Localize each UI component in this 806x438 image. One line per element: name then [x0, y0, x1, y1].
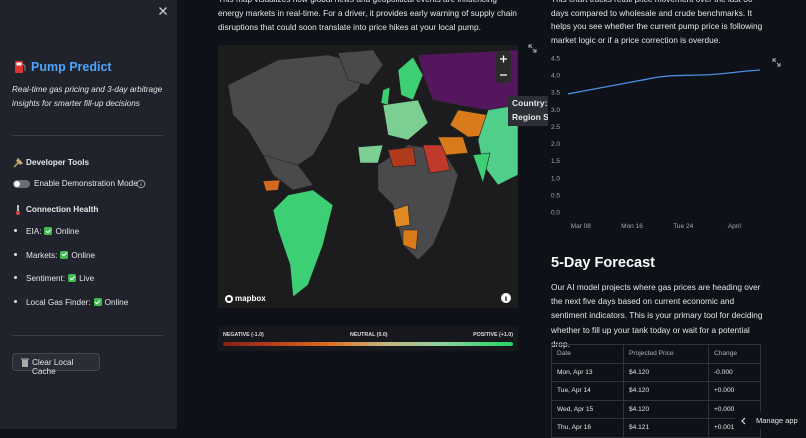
service-status: Online — [55, 227, 80, 236]
divider — [12, 135, 163, 136]
forecast-heading: 5-Day Forecast — [551, 255, 655, 271]
table-cell: Mon, Apr 13 — [551, 362, 624, 382]
service-name: Sentiment: — [26, 274, 66, 284]
toggle[interactable] — [13, 180, 30, 188]
button-label: Clear Local Cache — [32, 358, 74, 376]
table-cell: Tue, Apr 14 — [551, 381, 624, 401]
fuel-icon — [15, 61, 26, 73]
table-row: Mon, Apr 13 $4.120 -0.000 — [551, 362, 762, 382]
y-tick-label: 0.0 — [551, 210, 560, 217]
column-header: Projected Price — [622, 344, 709, 364]
table-cell: $4.120 — [622, 381, 709, 401]
manage-app-button[interactable]: Manage app — [735, 412, 801, 429]
service-name: EIA: — [26, 227, 42, 236]
tagline: Real-time gas pricing and 3-day arbitrag… — [12, 85, 163, 108]
map-description: This map visualizes how global news and … — [218, 0, 517, 32]
forecast-table: Date Projected Price Change Mon, Apr 13 $4.1… — [551, 344, 762, 438]
sidebar: Pump Predict Real-time gas pricing and 3… — [0, 0, 177, 429]
y-tick-label: 1.0 — [551, 175, 560, 182]
tooltip-region: Region Sc — [512, 112, 548, 122]
table-cell: Thu, Apr 16 — [551, 418, 624, 438]
tools-icon — [13, 158, 23, 168]
map-attribution: mapbox — [235, 294, 266, 303]
column-header: Change — [707, 344, 762, 364]
table-row: Thu, Apr 16 $4.121 +0.001 — [551, 418, 762, 438]
bullet — [14, 229, 17, 232]
health-item: EIA: Online — [14, 227, 79, 236]
bullet — [14, 300, 17, 304]
check-icon — [44, 227, 53, 235]
help-icon[interactable] — [136, 179, 146, 189]
map-legend: NEGATIVE (-1.0) NEUTRAL (0.0) POSITIVE (… — [218, 326, 518, 351]
fullscreen-icon[interactable] — [527, 43, 538, 54]
service-name: Markets: — [26, 250, 58, 260]
y-tick-label: 4.0 — [551, 73, 560, 80]
check-icon — [68, 274, 77, 283]
forecast-description: Our AI model projects where gas prices a… — [551, 282, 763, 349]
y-tick-label: 3.0 — [551, 107, 560, 114]
tooltip-country: Country: I — [512, 98, 548, 108]
x-tick-label: Mon 16 — [621, 223, 643, 230]
service-status: Online — [71, 250, 96, 260]
price-line — [567, 69, 761, 95]
table-cell: $4.121 — [622, 418, 709, 438]
line-chart: 0.0 0.5 1.0 1.5 2.0 2.5 3.0 3.5 4.0 4.5 Mar 08 Mon … — [551, 56, 761, 230]
map-canvas — [225, 49, 518, 303]
header-row: Date Projected Price Change — [551, 344, 762, 364]
table-cell: $4.120 — [622, 362, 709, 382]
service-name: Local Gas Finder: — [26, 298, 91, 308]
section-heading: Connection Health — [26, 205, 99, 214]
y-tick-label: 1.5 — [551, 158, 560, 165]
map[interactable]: mapbox — [218, 45, 518, 308]
close-icon[interactable] — [158, 6, 168, 16]
chart-description: This chart tracks retail price movement … — [551, 0, 763, 45]
service-status: Live — [79, 274, 95, 284]
legend-gradient — [223, 342, 513, 346]
bullet — [14, 276, 17, 280]
y-tick-label: 2.0 — [551, 141, 560, 148]
legend-neutral: NEUTRAL (0.0) — [350, 332, 388, 338]
table-cell: -0.000 — [707, 362, 762, 382]
table-cell: Wed, Apr 15 — [551, 399, 624, 419]
fullscreen-icon[interactable] — [771, 57, 782, 68]
divider — [12, 335, 163, 336]
y-tick-label: 4.5 — [551, 56, 560, 63]
check-icon — [60, 250, 69, 259]
page: Pump Predict Real-time gas pricing and 3… — [0, 0, 806, 429]
table-cell: +0.000 — [707, 381, 762, 401]
app-title: Pump Predict — [31, 60, 112, 74]
y-tick-label: 2.5 — [551, 124, 560, 131]
y-tick-label: 3.5 — [551, 90, 560, 97]
table-row: Wed, Apr 15 $4.120 +0.000 — [551, 399, 762, 419]
legend-negative: NEGATIVE (-1.0) — [223, 332, 264, 338]
x-tick-label: Mar 08 — [571, 223, 592, 230]
bullet — [14, 252, 17, 256]
health-item: Sentiment: Live — [14, 274, 94, 283]
thermometer-icon — [16, 205, 20, 215]
section-heading: Developer Tools — [26, 158, 90, 167]
legend-positive: POSITIVE (+1.0) — [473, 332, 513, 338]
toggle-label: Enable Demonstration Mode — [34, 179, 138, 188]
service-status: Online — [104, 298, 129, 308]
check-icon — [93, 298, 102, 307]
health-item: Local Gas Finder: Online — [14, 298, 128, 307]
y-tick-label: 0.5 — [551, 192, 560, 199]
clear-cache-button[interactable]: Clear Local Cache — [12, 353, 100, 376]
x-tick-label: Tue 24 — [673, 223, 693, 230]
manage-app-label: Manage app — [756, 416, 798, 425]
column-header: Date — [551, 344, 624, 364]
table-row: Tue, Apr 14 $4.120 +0.000 — [551, 381, 762, 401]
map-tooltip: Country: I Region Sc — [508, 96, 548, 126]
table-cell: $4.120 — [622, 399, 709, 419]
x-tick-label: April — [728, 223, 742, 230]
health-item: Markets: Online — [14, 250, 96, 260]
